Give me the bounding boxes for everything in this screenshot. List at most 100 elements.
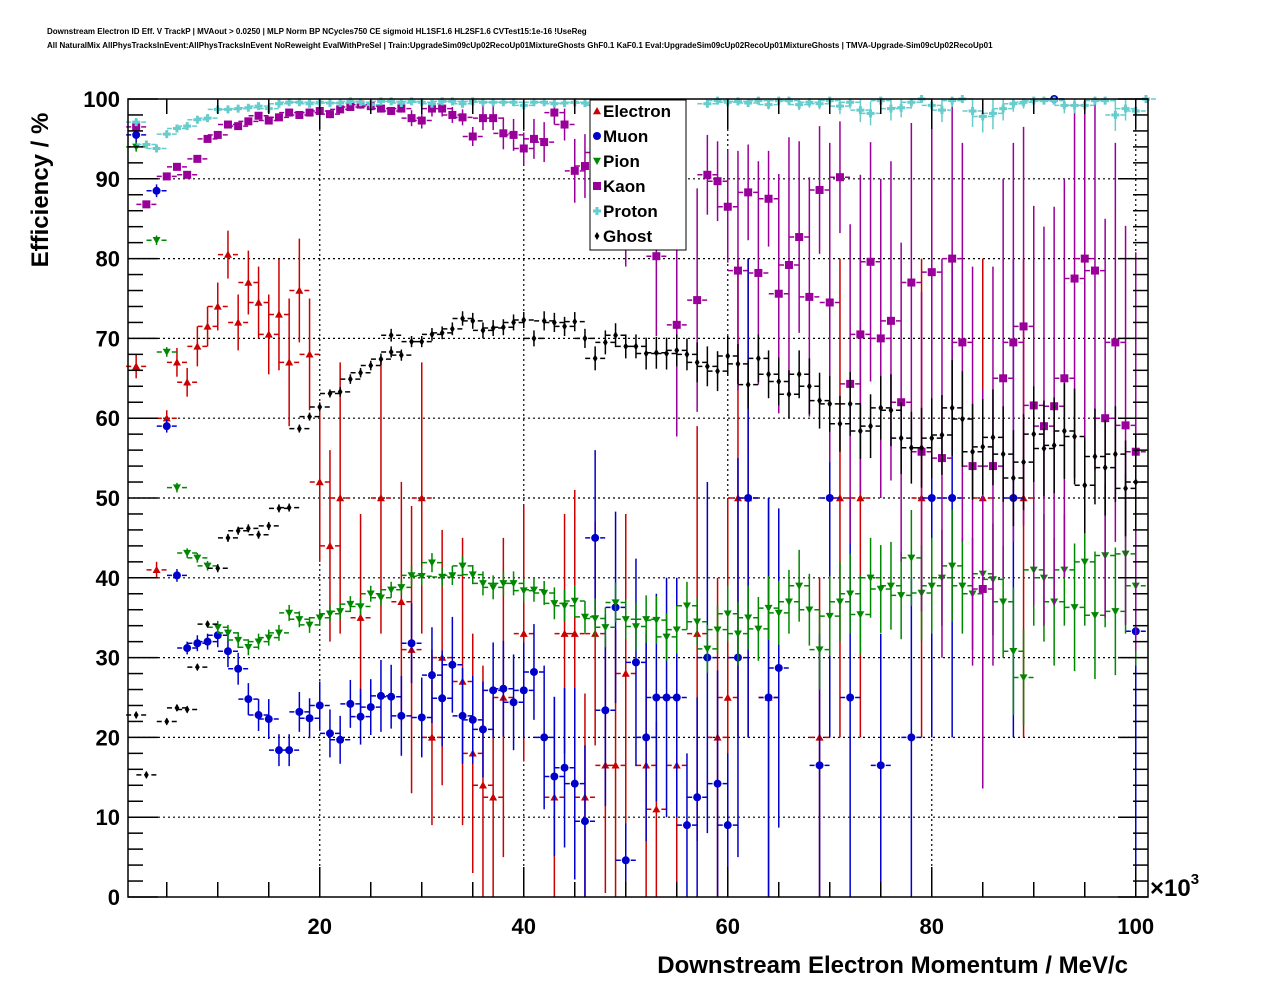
data-point: [949, 403, 955, 412]
data-point: [825, 298, 834, 307]
data-point: [580, 98, 589, 107]
data-point: [266, 521, 272, 530]
data-point: [907, 733, 916, 742]
data-point: [540, 98, 549, 107]
data-point: [684, 350, 690, 359]
data-point: [234, 664, 243, 673]
data-point: [631, 658, 640, 667]
data-point: [499, 98, 508, 107]
data-point: [336, 494, 345, 502]
data-point: [745, 380, 751, 389]
data-point: [886, 104, 895, 113]
data-point: [1031, 430, 1037, 439]
data-point: [866, 109, 875, 118]
data-point: [529, 586, 538, 594]
legend-marker-electron-icon: [593, 107, 601, 115]
data-point: [704, 362, 710, 371]
data-point: [847, 399, 853, 408]
data-point: [519, 629, 528, 637]
data-point: [815, 99, 824, 108]
data-point: [458, 711, 467, 720]
data-point: [203, 114, 212, 123]
data-point: [356, 603, 365, 611]
data-point: [285, 108, 294, 117]
data-point: [580, 613, 589, 621]
data-point: [489, 114, 498, 123]
y-tick-label: 70: [96, 326, 120, 351]
data-point: [570, 629, 579, 637]
legend-entry-pion: Pion: [593, 152, 640, 171]
data-point: [244, 644, 253, 652]
x-tick-labels: 20 40 60 80 100: [308, 914, 1155, 939]
data-point: [713, 177, 722, 186]
data-point: [162, 172, 171, 181]
data-point: [132, 118, 141, 127]
data-point: [337, 387, 343, 396]
data-point: [643, 349, 649, 358]
x-tick-label: 40: [512, 914, 536, 939]
legend-entry-ghost: Ghost: [594, 227, 652, 246]
data-point: [478, 580, 487, 588]
data-point: [368, 361, 374, 370]
data-point: [519, 587, 528, 595]
data-point: [317, 403, 323, 412]
data-point: [642, 733, 651, 742]
data-point: [1000, 450, 1006, 459]
y-tick-label: 90: [96, 167, 120, 192]
data-point: [376, 97, 385, 106]
data-point: [427, 99, 436, 108]
data-point: [825, 612, 834, 621]
data-point: [162, 348, 171, 356]
data-point: [305, 714, 314, 723]
data-point: [662, 693, 671, 702]
data-point: [1070, 604, 1079, 612]
data-point: [562, 322, 567, 331]
data-point: [152, 186, 161, 195]
data-point: [172, 358, 181, 366]
data-point: [387, 692, 396, 701]
data-point: [723, 693, 732, 701]
data-point: [764, 693, 773, 702]
data-point: [886, 582, 895, 590]
data-point: [744, 614, 753, 622]
data-point: [978, 584, 987, 593]
data-point: [1070, 274, 1079, 283]
data-point: [164, 717, 170, 726]
data-point: [664, 349, 669, 358]
data-point: [815, 761, 824, 770]
data-point: [448, 110, 457, 119]
data-point: [959, 414, 965, 423]
data-point: [806, 382, 812, 391]
data-point: [939, 430, 945, 439]
data-point: [825, 494, 834, 502]
data-point: [572, 317, 578, 326]
data-point: [194, 663, 200, 672]
data-point: [815, 185, 824, 194]
data-point: [846, 98, 855, 107]
data-point: [285, 609, 294, 617]
data-point: [223, 629, 232, 637]
data-point: [570, 166, 579, 175]
data-point: [764, 604, 773, 613]
data-point: [540, 138, 549, 147]
data-point: [315, 614, 324, 622]
data-point: [958, 338, 967, 347]
data-point: [560, 120, 569, 129]
data-point: [1070, 101, 1079, 110]
data-point: [733, 266, 742, 275]
data-point: [715, 367, 720, 376]
chart-title-line-2: All NaturalMix AllPhysTracksInEvent:AllP…: [47, 41, 993, 50]
data-point: [674, 346, 680, 355]
data-point: [713, 626, 722, 634]
data-point: [529, 98, 538, 107]
data-point: [152, 237, 161, 245]
data-point: [613, 331, 618, 340]
data-point: [193, 639, 202, 648]
data-point: [919, 443, 924, 452]
data-point: [886, 316, 895, 325]
data-point: [183, 549, 192, 558]
data-point: [1019, 98, 1028, 107]
data-point: [274, 99, 283, 108]
data-point: [570, 597, 579, 605]
data-point: [407, 97, 416, 106]
